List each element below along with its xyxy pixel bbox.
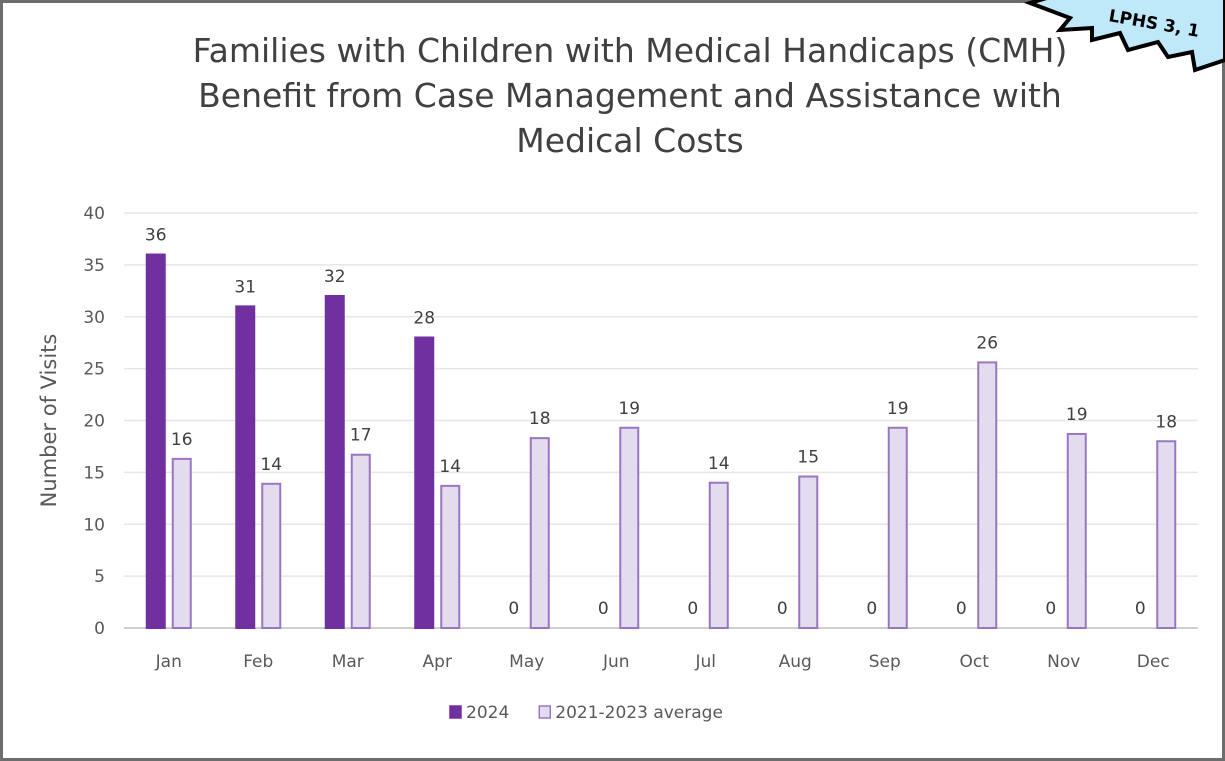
bar-avg-dec — [1156, 440, 1177, 629]
x-tick-label: Aug — [779, 652, 812, 672]
data-label-2024-apr: 28 — [413, 309, 435, 329]
data-label-2024-jul: 0 — [687, 599, 698, 619]
bar-avg-jan — [171, 457, 192, 630]
x-tick-label: Nov — [1047, 652, 1080, 672]
chart-title-line-1: Families with Children with Medical Hand… — [192, 31, 1068, 70]
data-label-2024-jun: 0 — [598, 599, 609, 619]
data-label-avg-may: 18 — [529, 409, 551, 429]
y-tick-label: 25 — [83, 360, 105, 380]
y-tick-label: 20 — [83, 412, 105, 432]
y-tick-label: 15 — [83, 463, 105, 483]
y-tick-label: 10 — [83, 515, 105, 535]
y-axis-title: Number of Visits — [37, 334, 61, 508]
x-tick-label: Jul — [694, 652, 716, 672]
bar-avg-may — [529, 437, 550, 630]
bar-2024-mar — [324, 295, 345, 629]
bar-2024-jan — [145, 253, 166, 629]
data-label-avg-nov: 19 — [1066, 405, 1088, 425]
chart-title-line-2: Benefit from Case Management and Assista… — [198, 76, 1062, 115]
data-label-avg-jun: 19 — [618, 399, 640, 419]
data-label-avg-dec: 18 — [1155, 412, 1177, 432]
chart-title-line-3: Medical Costs — [516, 121, 744, 160]
data-label-2024-dec: 0 — [1135, 599, 1146, 619]
x-tick-label: Mar — [332, 652, 364, 672]
y-axis: 0 5 10 15 20 25 30 35 40 — [83, 204, 105, 639]
x-tick-label: Feb — [243, 652, 273, 672]
data-label-2024-mar: 32 — [324, 267, 346, 287]
gridlines — [124, 212, 1198, 629]
legend-swatch-2024 — [449, 705, 462, 719]
bar-avg-jul — [708, 481, 729, 629]
data-label-2024-sep: 0 — [866, 599, 877, 619]
legend-label-avg: 2021-2023 average — [555, 703, 723, 723]
x-tick-label: May — [509, 652, 544, 672]
bar-2024-feb — [235, 305, 256, 629]
legend-swatch-avg — [538, 705, 552, 719]
data-label-avg-jul: 14 — [708, 454, 730, 474]
x-tick-label: Jan — [155, 652, 182, 672]
bar-avg-jun — [619, 426, 640, 630]
bar-avg-oct — [977, 361, 998, 629]
x-tick-label: Oct — [960, 652, 990, 672]
data-label-avg-feb: 14 — [260, 455, 282, 475]
x-tick-label: Apr — [423, 652, 452, 672]
bar-avg-nov — [1066, 432, 1087, 629]
bar-avg-sep — [887, 426, 908, 630]
data-label-avg-aug: 15 — [797, 448, 819, 468]
bar-avg-mar — [350, 453, 371, 629]
data-label-2024-oct: 0 — [956, 599, 967, 619]
y-tick-label: 40 — [83, 204, 105, 224]
data-label-avg-mar: 17 — [350, 426, 372, 446]
x-tick-label: Jun — [602, 652, 630, 672]
chart-title: Families with Children with Medical Hand… — [100, 28, 1160, 163]
y-tick-label: 0 — [94, 619, 105, 639]
data-label-2024-jan: 36 — [145, 226, 167, 246]
x-tick-label: Sep — [869, 652, 901, 672]
data-label-2024-may: 0 — [508, 599, 519, 619]
data-label-2024-aug: 0 — [777, 599, 788, 619]
bars — [145, 253, 1177, 630]
bar-2024-apr — [414, 336, 435, 629]
x-tick-label: Dec — [1137, 652, 1170, 672]
y-tick-label: 5 — [94, 567, 105, 587]
data-label-avg-jan: 16 — [171, 430, 193, 450]
data-labels: 36 16 31 14 32 17 28 14 0 18 0 19 0 14 0 15 0 19 0 26 0 19 0 18 — [145, 226, 1177, 620]
bar-avg-feb — [261, 482, 282, 629]
data-label-2024-feb: 31 — [234, 277, 256, 297]
callout-starburst-shape — [1023, 0, 1225, 73]
y-tick-label: 30 — [83, 308, 105, 328]
y-tick-label: 35 — [83, 256, 105, 276]
legend-label-2024: 2024 — [466, 703, 509, 723]
data-label-avg-sep: 19 — [887, 399, 909, 419]
data-label-avg-oct: 26 — [976, 333, 998, 353]
data-label-avg-apr: 14 — [439, 457, 461, 477]
data-label-2024-nov: 0 — [1045, 599, 1056, 619]
bar-avg-apr — [440, 484, 461, 629]
x-axis: Jan Feb Mar Apr May Jun Jul Aug Sep Oct Nov Dec — [155, 652, 1170, 672]
legend: 2024 2021-2023 average — [449, 703, 723, 723]
bar-avg-aug — [798, 475, 819, 629]
